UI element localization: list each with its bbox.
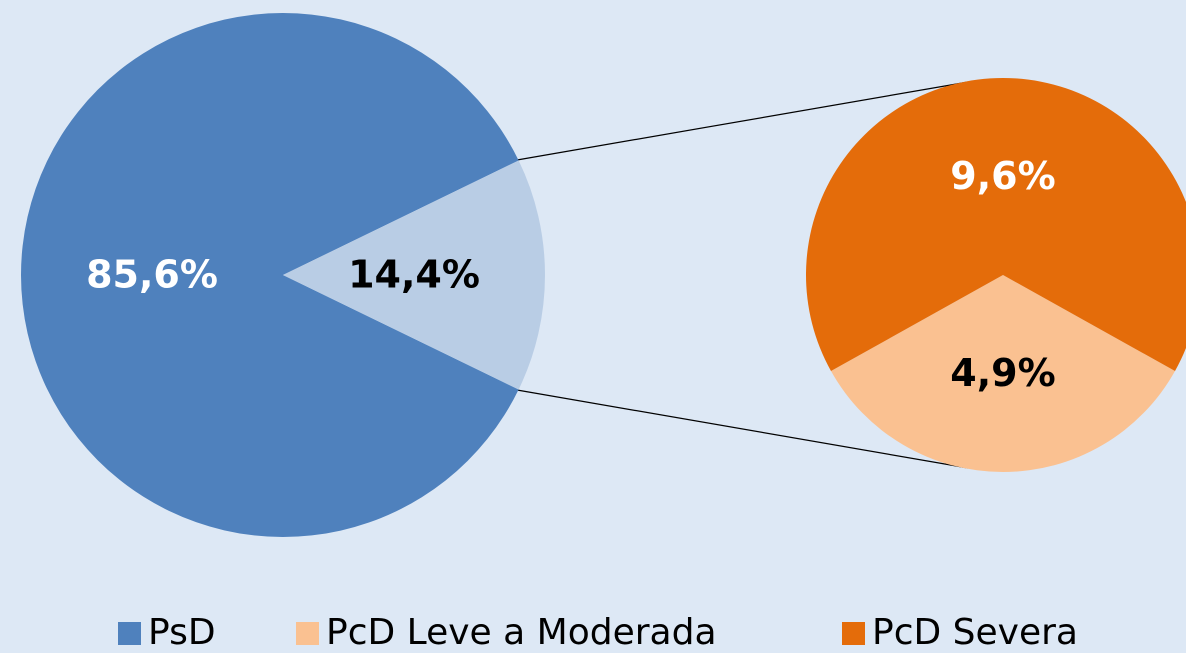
connector-line bbox=[516, 389, 969, 469]
legend-label: PsD bbox=[148, 612, 216, 653]
legend-label: PcD Severa bbox=[872, 612, 1078, 653]
pie-slice bbox=[806, 78, 1186, 372]
pie-slice bbox=[283, 160, 545, 390]
pie-slice bbox=[20, 12, 519, 538]
legend-swatch bbox=[842, 622, 865, 645]
pie-slice bbox=[830, 275, 1176, 473]
data-label: 14,4% bbox=[348, 253, 480, 297]
data-label: 85,6% bbox=[86, 253, 218, 297]
connector-line bbox=[516, 81, 969, 161]
legend-swatch bbox=[118, 622, 141, 645]
legend-swatch bbox=[296, 622, 319, 645]
legend-label: PcD Leve a Moderada bbox=[326, 612, 717, 653]
data-label: 4,9% bbox=[950, 351, 1055, 395]
data-label: 9,6% bbox=[950, 154, 1055, 198]
